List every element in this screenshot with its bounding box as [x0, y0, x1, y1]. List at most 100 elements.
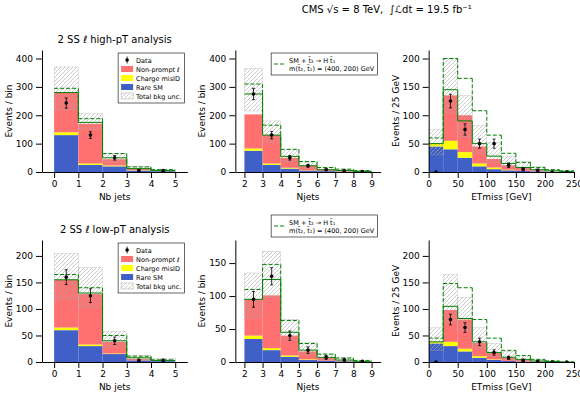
bar	[103, 166, 127, 172]
step-riser	[515, 350, 516, 355]
legend-entry: Rare SM	[121, 84, 163, 92]
legend-swatch	[274, 226, 286, 227]
bar	[487, 360, 502, 362]
legend-swatch	[121, 84, 133, 90]
uncertainty-band	[443, 59, 458, 113]
data-point	[536, 168, 540, 172]
step-segment	[317, 167, 335, 168]
tick-mark	[244, 362, 245, 368]
bar	[244, 336, 262, 339]
error-bar	[522, 167, 525, 170]
step-segment	[127, 166, 151, 167]
legend-entry: Non-prompt ℓ	[121, 66, 180, 74]
bar	[78, 165, 102, 172]
step-riser	[262, 84, 263, 125]
tick-mark	[487, 172, 488, 178]
step-series	[244, 264, 371, 360]
step-riser	[501, 156, 502, 163]
tick-mark	[299, 362, 300, 368]
tick-label: 200	[402, 54, 419, 64]
axis-domain	[429, 362, 574, 363]
tick-label: 100	[479, 179, 496, 189]
tick: 4	[278, 172, 284, 189]
tick: 0	[52, 362, 58, 379]
legend-entry: Total bkg unc.	[121, 283, 181, 291]
legend-label-line: SM + t̃₂ → H t̃₁	[289, 56, 336, 64]
step-riser	[102, 288, 103, 336]
tick-label: 100	[402, 111, 419, 121]
axis-domain	[43, 172, 188, 173]
tick: 4	[149, 362, 155, 379]
data-point	[565, 360, 569, 362]
legend-label-line: Total bkg unc.	[135, 93, 181, 101]
tick: 100	[16, 139, 42, 149]
data-point	[161, 359, 165, 362]
y-axis: 0100200300400	[16, 51, 43, 178]
tick: 150	[508, 172, 525, 189]
step-segment	[263, 264, 281, 265]
tick-mark	[127, 362, 128, 368]
tick-mark	[229, 172, 235, 173]
legend-swatch	[121, 75, 133, 81]
plot-area	[429, 59, 574, 172]
legend-label-line: Rare SM	[136, 84, 163, 92]
panel-title: 2 SS ℓ low-pT analysis	[60, 224, 170, 235]
bar	[458, 349, 473, 352]
tick-mark	[151, 172, 152, 178]
tick-label: 2	[242, 179, 248, 189]
tick: 100	[16, 304, 42, 314]
bar	[472, 163, 487, 166]
error-bar	[89, 289, 92, 303]
y-axis: 050100150200	[402, 51, 429, 178]
uncertainty-band	[78, 114, 102, 130]
bar	[54, 132, 78, 135]
tick-label: 50	[408, 139, 420, 149]
tick-label: 200	[537, 179, 554, 189]
legend-label: Rare SM	[136, 84, 163, 92]
error-bar	[113, 156, 116, 161]
tick: 1	[76, 362, 82, 379]
tick-label: 7	[333, 369, 339, 379]
legend-entries: DataNon-prompt ℓCharge misIDRare SMTotal…	[121, 247, 181, 291]
plot-area	[244, 68, 371, 172]
panel: 050100150200250050100150200ETmiss [GeV]E…	[391, 241, 580, 393]
tick-label: 150	[16, 278, 33, 288]
step-segment	[244, 289, 262, 290]
legend-label: Data	[136, 247, 152, 255]
step-riser	[280, 280, 281, 333]
tick-mark	[423, 282, 429, 283]
error-bar	[162, 359, 165, 361]
error-bar	[137, 359, 140, 361]
tick: 0	[27, 357, 42, 367]
tick-mark	[36, 144, 42, 145]
uncertainty-band	[472, 328, 487, 349]
legend-swatch	[121, 93, 133, 99]
band-series	[429, 59, 574, 172]
tick-label: 3	[124, 369, 130, 379]
bar	[78, 344, 102, 346]
data-point	[478, 142, 482, 146]
tick-mark	[487, 362, 488, 368]
figure: 0123450100200300400Nb jetsEvents / bin2 …	[0, 0, 580, 412]
step-riser	[280, 125, 281, 149]
error-bar	[507, 356, 510, 359]
bar	[443, 141, 458, 150]
legend-entry: Charge misID	[121, 265, 180, 273]
tick-mark	[423, 144, 429, 145]
step-segment	[487, 135, 502, 136]
tick-label: 100	[16, 139, 33, 149]
tick-mark	[229, 263, 235, 264]
tick-label: 5	[173, 179, 179, 189]
tick-mark	[36, 256, 42, 257]
tick-label: 0	[426, 179, 432, 189]
panel: 0123450100200300400Nb jetsEvents / bin2 …	[4, 34, 188, 202]
data-point	[306, 164, 310, 168]
tick-mark	[36, 309, 42, 310]
legend-swatch	[121, 283, 133, 289]
legend-label: Rare SM	[136, 274, 163, 282]
bar	[429, 143, 444, 144]
uncertainty-band	[54, 67, 78, 110]
band-series	[244, 68, 371, 171]
legend-entry: SM + t̃₂ → H t̃₁m(t̃₂, t̃₁) = (400, 200)…	[274, 56, 375, 72]
step-segment	[472, 110, 487, 111]
